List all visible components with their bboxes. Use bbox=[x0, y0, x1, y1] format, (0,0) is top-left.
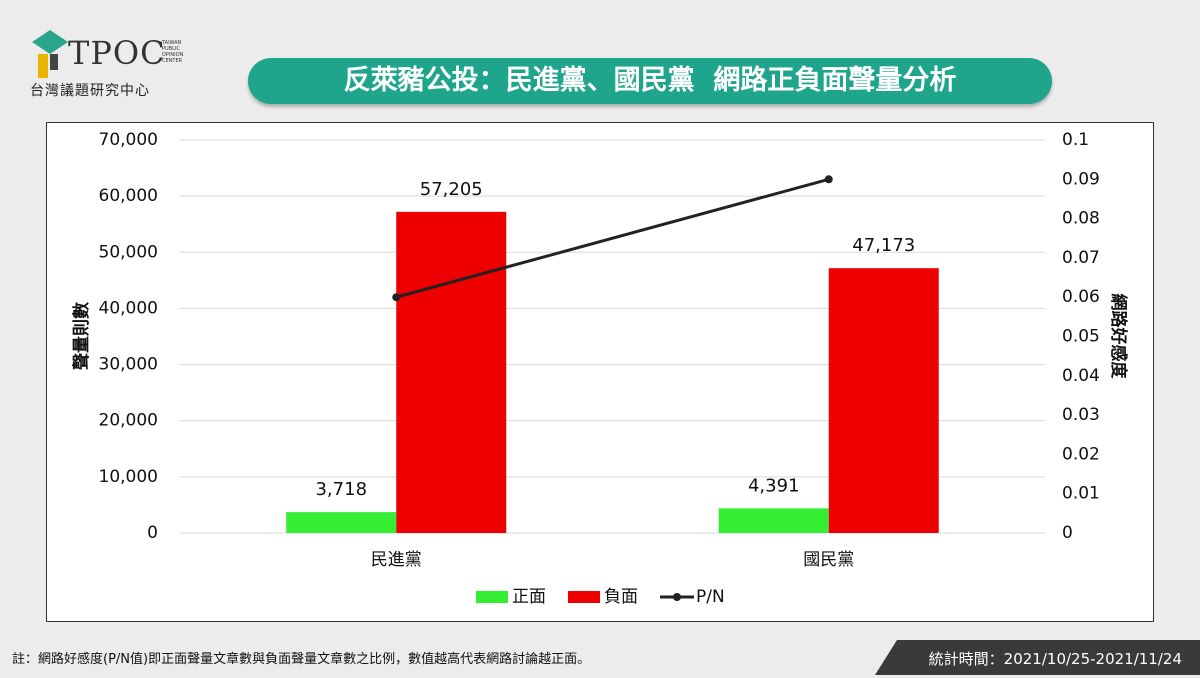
title-pill: 反萊豬公投：民進黨、國民黨 網路正負面聲量分析 bbox=[248, 58, 1052, 104]
logo-tagline: TAIWAN PUBLIC OPINION CENTER bbox=[162, 40, 184, 64]
org-name: 台灣議題研究中心 bbox=[30, 83, 150, 99]
legend-swatch bbox=[568, 591, 600, 603]
legend-swatch bbox=[673, 593, 681, 601]
y2-tick-label: 0 bbox=[1062, 523, 1073, 543]
logo-text: TPOC bbox=[68, 34, 166, 72]
logo: TPOC TAIWAN PUBLIC OPINION CENTER 台灣議題研究… bbox=[30, 28, 200, 99]
y-tick-label: 30,000 bbox=[99, 355, 158, 375]
legend-swatch bbox=[476, 591, 508, 603]
y2-tick-label: 0.03 bbox=[1062, 405, 1100, 425]
legend-label: P/N bbox=[696, 587, 725, 607]
data-label: 4,391 bbox=[748, 475, 800, 496]
y2-tick-label: 0.05 bbox=[1062, 327, 1100, 347]
legend-label: 負面 bbox=[604, 587, 638, 607]
y2-tick-label: 0.06 bbox=[1062, 287, 1100, 307]
y2-tick-label: 0.02 bbox=[1062, 444, 1100, 464]
line bbox=[395, 177, 830, 299]
y2-tick-label: 0.09 bbox=[1062, 169, 1100, 189]
y-axis-label: 聲量則數 bbox=[71, 302, 92, 370]
x-tick-label: 民進黨 bbox=[371, 550, 422, 570]
y-tick-label: 70,000 bbox=[99, 130, 158, 150]
y2-axis-label: 網路好感度 bbox=[1108, 294, 1129, 380]
logo-icon bbox=[32, 30, 68, 78]
line-point bbox=[824, 175, 833, 184]
y-tick-label: 60,000 bbox=[99, 186, 158, 206]
y2-tick-label: 0.01 bbox=[1062, 484, 1100, 504]
legend-label: 正面 bbox=[512, 587, 546, 607]
data-label: 47,173 bbox=[852, 235, 915, 256]
bar bbox=[718, 508, 829, 533]
x-tick-label: 國民黨 bbox=[803, 550, 854, 570]
period-box: 統計時間：2021/10/25-2021/11/24 bbox=[875, 640, 1200, 675]
y2-tick-label: 0.07 bbox=[1062, 248, 1100, 268]
y-tick-label: 0 bbox=[147, 523, 158, 543]
data-label: 57,205 bbox=[420, 179, 483, 200]
footnote: 註：網路好感度(P/N值)即正面聲量文章數與負面聲量文章數之比例，數值越高代表網… bbox=[12, 652, 591, 667]
y2-tick-label: 0.04 bbox=[1062, 366, 1100, 386]
bar bbox=[828, 268, 939, 533]
y-tick-label: 50,000 bbox=[99, 242, 158, 262]
y-tick-label: 20,000 bbox=[99, 411, 158, 431]
y2-tick-label: 0.1 bbox=[1062, 130, 1089, 150]
chart-box bbox=[46, 122, 1154, 622]
data-label: 3,718 bbox=[315, 479, 367, 500]
bar bbox=[286, 512, 397, 533]
y-tick-label: 40,000 bbox=[99, 298, 158, 318]
y2-tick-label: 0.08 bbox=[1062, 209, 1100, 229]
bar bbox=[396, 211, 507, 534]
y-tick-label: 10,000 bbox=[99, 467, 158, 487]
line-point bbox=[392, 293, 401, 302]
